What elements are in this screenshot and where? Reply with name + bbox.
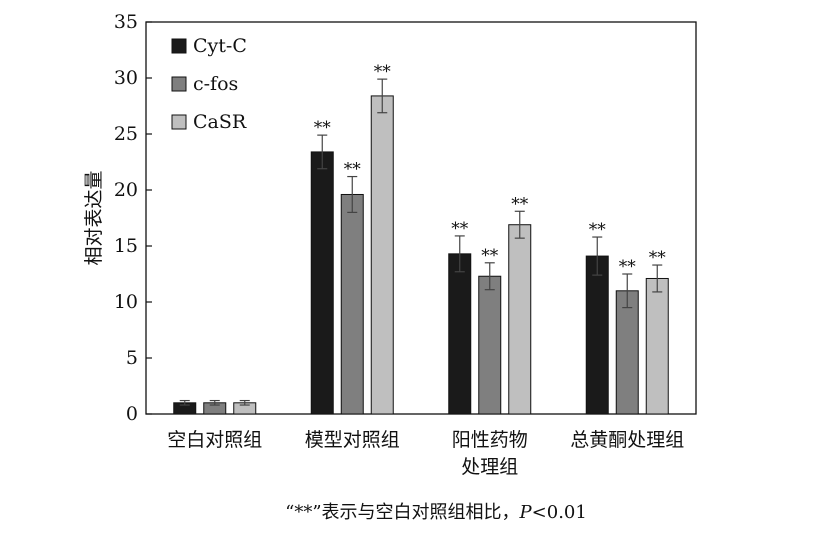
plot-frame bbox=[145, 21, 697, 415]
legend-swatch bbox=[171, 114, 187, 130]
bar-c-fos bbox=[340, 193, 364, 415]
significance-label: ** bbox=[481, 246, 499, 266]
significance-label: ** bbox=[619, 257, 637, 277]
bar-c-fos bbox=[615, 290, 639, 415]
legend-label: CaSR bbox=[193, 111, 247, 133]
significance-label: ** bbox=[344, 160, 362, 180]
legend-swatch bbox=[171, 76, 187, 92]
bar-casr bbox=[645, 277, 669, 415]
significance-label: ** bbox=[374, 62, 392, 82]
bar-casr bbox=[370, 95, 394, 415]
bar-cyt-c bbox=[585, 255, 609, 415]
y-tick-label: 25 bbox=[114, 123, 138, 145]
plot-border bbox=[145, 21, 697, 415]
significance-label: ** bbox=[451, 219, 469, 239]
y-tick-label: 30 bbox=[114, 67, 138, 89]
bar-casr bbox=[508, 224, 532, 415]
significance-label: ** bbox=[314, 118, 332, 138]
footnote-threshold: <0.01 bbox=[532, 502, 587, 523]
category-label: 处理组 bbox=[461, 456, 518, 478]
bar-c-fos bbox=[478, 275, 502, 415]
category-label: 模型对照组 bbox=[305, 429, 400, 451]
y-tick-label: 0 bbox=[126, 403, 138, 425]
bar-cyt-c bbox=[448, 253, 472, 415]
legend-label: c-fos bbox=[193, 73, 238, 95]
y-tick-label: 35 bbox=[114, 11, 138, 33]
y-tick-label: 15 bbox=[114, 235, 138, 257]
y-axis-title: 相对表达量 bbox=[83, 170, 105, 265]
bar-cyt-c bbox=[310, 151, 334, 415]
significance-label: ** bbox=[511, 194, 529, 214]
footnote-text: “**”表示与空白对照组相比， bbox=[285, 502, 519, 523]
significance-label: ** bbox=[649, 248, 667, 268]
y-tick-label: 10 bbox=[114, 291, 138, 313]
legend-swatch bbox=[171, 38, 187, 54]
y-tick-label: 20 bbox=[114, 179, 138, 201]
y-axis: 0 5 10 15 20 25 30 35 bbox=[114, 11, 152, 425]
significance-label: ** bbox=[589, 220, 607, 240]
category-label: 总黄酮处理组 bbox=[570, 429, 684, 451]
legend-label: Cyt-C bbox=[193, 35, 247, 57]
category-label: 空白对照组 bbox=[167, 429, 262, 451]
y-tick-label: 5 bbox=[126, 347, 138, 369]
category-label: 阳性药物 bbox=[452, 429, 528, 451]
footnote-p: P bbox=[519, 502, 533, 523]
footnote: “**”表示与空白对照组相比，P<0.01 bbox=[285, 502, 587, 523]
bars: ** ** ** ** ** ** ** ** ** bbox=[173, 62, 669, 415]
legend: Cyt-C c-fos CaSR bbox=[171, 35, 247, 133]
